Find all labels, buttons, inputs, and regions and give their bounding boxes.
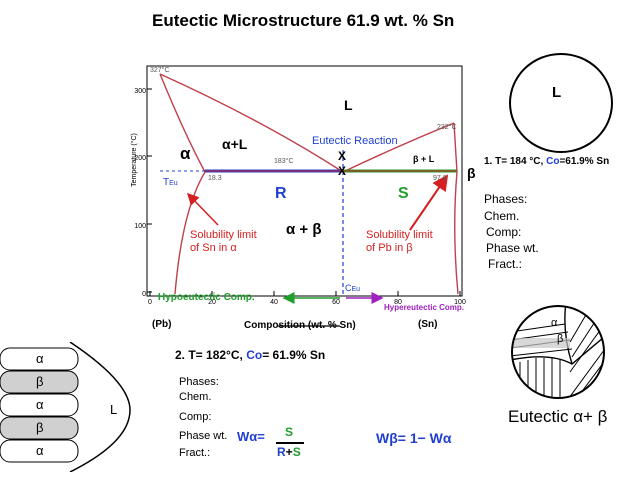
solvus-right — [454, 171, 459, 295]
region-liquid: L — [344, 97, 353, 113]
layer-label-5: α — [36, 443, 44, 458]
region-beta: β — [467, 165, 476, 181]
solubility-pb-line1: Solubility limit — [366, 229, 433, 241]
lever-s: S — [398, 185, 409, 202]
solubility-sn-label: Solubility limit of Sn in α — [190, 229, 257, 255]
fraction-denominator: R+S — [277, 445, 301, 459]
comp-beta-label: 97.8 — [433, 175, 447, 182]
layer-beta-2 — [0, 416, 79, 440]
x-tick-40: 40 — [270, 299, 278, 306]
hyper-label: Hypereutectic Comp. — [384, 303, 465, 312]
plot-frame — [146, 65, 463, 297]
left-end-label: (Pb) — [152, 319, 172, 330]
eutectic-circle-beta: β — [557, 333, 564, 345]
liquid-circle-label: L — [552, 84, 562, 101]
y-tick-0: 0 — [142, 291, 146, 298]
fraction-numerator: S — [285, 425, 294, 439]
y-axis-label: Temperature (°C) — [130, 133, 138, 187]
w-alpha-label: Wα= — [237, 429, 265, 444]
melt-pb-label: 327°C — [150, 67, 170, 74]
x-axis-label: Composition (wt. % Sn) — [244, 320, 356, 331]
x-mark-top: X — [338, 149, 347, 163]
solubility-pb-arrow — [409, 174, 449, 231]
solidus-left — [159, 73, 206, 173]
comp-alpha-label: 18.3 — [208, 175, 222, 182]
panel2-phase-wt: Phase wt. — [179, 430, 228, 442]
x-tick-0: 0 — [148, 299, 152, 306]
layer-label-1: α — [36, 351, 44, 366]
melt-sn-label: 232°C — [437, 124, 457, 131]
slide-title: Eutectic Microstructure 61.9 wt. % Sn — [152, 11, 455, 30]
t-eu-label: TEu — [163, 177, 178, 188]
layer-alpha-2 — [0, 393, 79, 417]
x-mark-bottom: X — [338, 164, 347, 178]
right-end-label: (Sn) — [418, 319, 438, 330]
liquidus-right — [342, 122, 455, 173]
panel2-phases: Phases: — [179, 376, 219, 388]
x-tick-20: 20 — [208, 299, 216, 306]
solubility-pb-label: Solubility limit of Pb in β — [366, 229, 433, 255]
panel2-fract: Fract.: — [179, 447, 211, 459]
x-tick-80: 80 — [394, 299, 402, 306]
lever-r: R — [275, 185, 287, 202]
eutectic-circle-graphic — [511, 305, 605, 399]
panel2-heading: 2. T= 182°C, Co= 61.9% Sn — [175, 348, 326, 362]
region-alpha-liquid: α+L — [222, 136, 248, 152]
x-ticks — [149, 291, 461, 296]
solvus-left — [174, 171, 206, 295]
panel2-chem: Chem. — [179, 391, 212, 403]
liquid-circle — [509, 53, 613, 153]
solubility-sn-arrow — [186, 192, 219, 226]
panel1-heading: 1. T= 184 °C, Co=61.9% Sn — [484, 156, 610, 167]
hypo-label: Hypoeutectic Comp. — [158, 292, 255, 303]
eutectic-circle-alpha: α — [551, 317, 558, 329]
region-beta-liquid: β + L — [413, 154, 435, 164]
y-ticks — [147, 88, 152, 293]
region-alpha: α — [180, 144, 191, 163]
eutectic-temp-label: 183°C — [274, 158, 294, 165]
lamellae-liquid-label: L — [110, 402, 118, 417]
x-tick-60: 60 — [332, 299, 340, 306]
panel1-phase-wt: Phase wt. — [486, 241, 539, 255]
solubility-sn-line1: Solubility limit — [190, 229, 257, 241]
panel1-chem: Chem. — [484, 209, 520, 223]
layer-label-2: β — [36, 374, 44, 389]
layer-label-4: β — [36, 420, 44, 435]
layer-beta-1 — [0, 370, 79, 394]
region-alpha-beta: α + β — [286, 221, 322, 238]
eutectic-reaction-label: Eutectic Reaction — [312, 135, 398, 147]
panel1-comp: Comp: — [486, 225, 522, 239]
solubility-pb-line2: of Pb in β — [366, 242, 413, 254]
x-tick-100: 100 — [454, 299, 466, 306]
w-beta-equation: Wβ= 1− Wα — [376, 430, 452, 446]
solubility-sn-line2: of Sn in α — [190, 242, 237, 254]
panel1-fract: Fract.: — [488, 257, 523, 271]
y-tick-300: 300 — [134, 88, 146, 95]
liquidus-left — [159, 73, 344, 173]
c-eu-label: CEu — [345, 283, 361, 293]
y-tick-100: 100 — [134, 223, 146, 230]
panel1-phases: Phases: — [484, 192, 528, 206]
eutectic-caption: Eutectic α+ β — [508, 407, 608, 426]
lamellae-graphic — [0, 342, 131, 472]
layer-alpha-1 — [0, 347, 79, 371]
layer-label-3: α — [36, 397, 44, 412]
solidus-right — [453, 122, 458, 173]
layer-alpha-3 — [0, 439, 79, 463]
fraction-bar — [276, 442, 304, 444]
panel2-comp: Comp: — [179, 411, 212, 423]
y-tick-200: 200 — [134, 155, 146, 162]
